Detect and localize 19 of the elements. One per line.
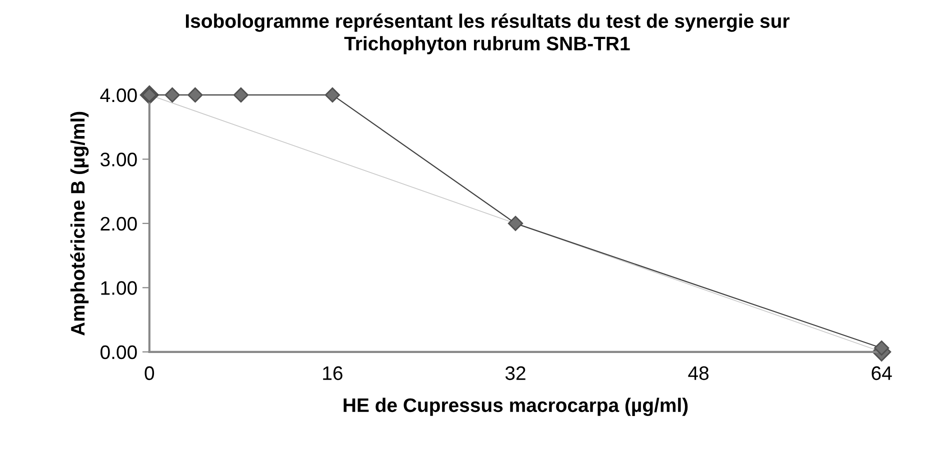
x-tick-label: 48 [688, 366, 709, 380]
y-axis-title: Amphotéricine B (µg/ml) [70, 112, 89, 336]
y-tick-label: 3.00 [100, 152, 137, 166]
point [164, 87, 180, 103]
x-tick-label: 0 [144, 366, 154, 380]
x-tick-label: 16 [323, 366, 342, 380]
x-tick-label: 32 [505, 366, 526, 380]
y-tick-label: 0.00 [100, 345, 137, 360]
x-axis-title: HE de Cupressus macrocarpa (µg/ml) [344, 398, 688, 416]
y-tick-label: 1.00 [101, 281, 137, 295]
y-tick-label: 4.00 [100, 88, 137, 102]
point [233, 87, 248, 103]
point [324, 87, 340, 103]
chart-title: Isobologramme représentant les résultats du test de synergie sur Trichophyton rubrum SNB-TR1 [186, 14, 790, 54]
x-tick-label: 64 [872, 366, 892, 380]
point [508, 216, 524, 231]
point [874, 340, 890, 356]
point [188, 87, 203, 103]
y-tick-label: 2.00 [100, 216, 137, 231]
